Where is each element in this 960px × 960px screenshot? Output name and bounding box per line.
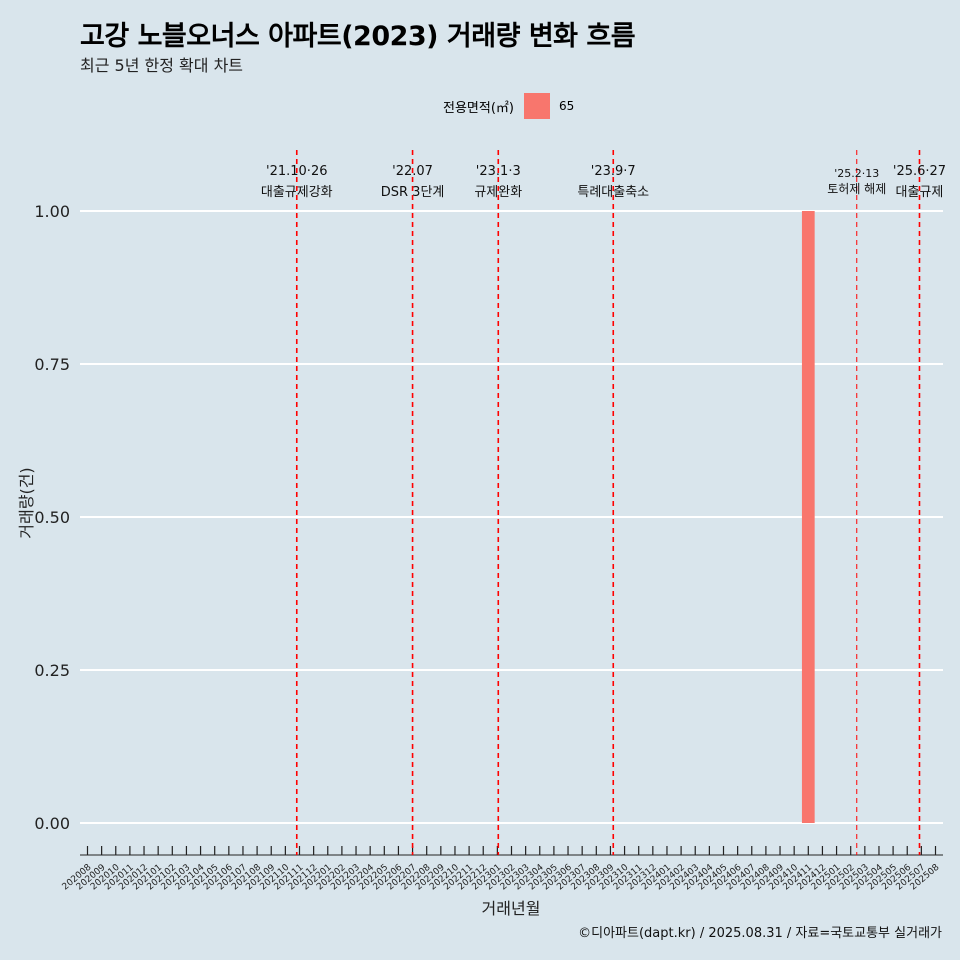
legend: 전용면적(㎡) 65 xyxy=(443,93,574,119)
y-tick-label: 1.00 xyxy=(34,202,70,221)
legend-label: 65 xyxy=(558,99,575,113)
event-policy-label: 대출규제 xyxy=(896,185,944,200)
event-policy-label: 토허제 해제 xyxy=(827,182,886,196)
event-policy-label: 특례대출축소 xyxy=(577,185,649,200)
chart-subtitle: 최근 5년 한정 확대 차트 xyxy=(80,56,244,75)
event-date-label: '23.9·7 xyxy=(591,164,636,179)
legend-title: 전용면적(㎡) xyxy=(443,100,514,116)
event-policy-label: DSR 3단계 xyxy=(381,185,445,200)
event-date-label: '25.6·27 xyxy=(893,164,946,179)
bar xyxy=(801,211,815,823)
event-date-label: '22.07 xyxy=(392,164,433,179)
event-date-label: '23.1·3 xyxy=(476,164,521,179)
y-tick-label: 0.00 xyxy=(34,814,70,833)
y-tick-label: 0.50 xyxy=(34,508,70,527)
event-policy-label: 대출규제강화 xyxy=(261,185,333,200)
source-caption: ©디아파트(dapt.kr) / 2025.08.31 / 자료=국토교통부 실… xyxy=(578,926,942,941)
y-tick-label: 0.75 xyxy=(34,355,70,374)
legend-swatch xyxy=(523,93,550,119)
event-date-label: '25.2·13 xyxy=(834,167,879,180)
y-tick-label: 0.25 xyxy=(34,661,70,680)
y-axis-title: 거래량(건) xyxy=(17,467,36,538)
event-policy-label: 규제완화 xyxy=(474,185,522,200)
event-date-label: '21.10·26 xyxy=(266,164,327,179)
chart-title: 고강 노블오너스 아파트(2023) 거래량 변화 흐름 xyxy=(80,21,636,52)
x-axis-title: 거래년월 xyxy=(482,899,541,918)
